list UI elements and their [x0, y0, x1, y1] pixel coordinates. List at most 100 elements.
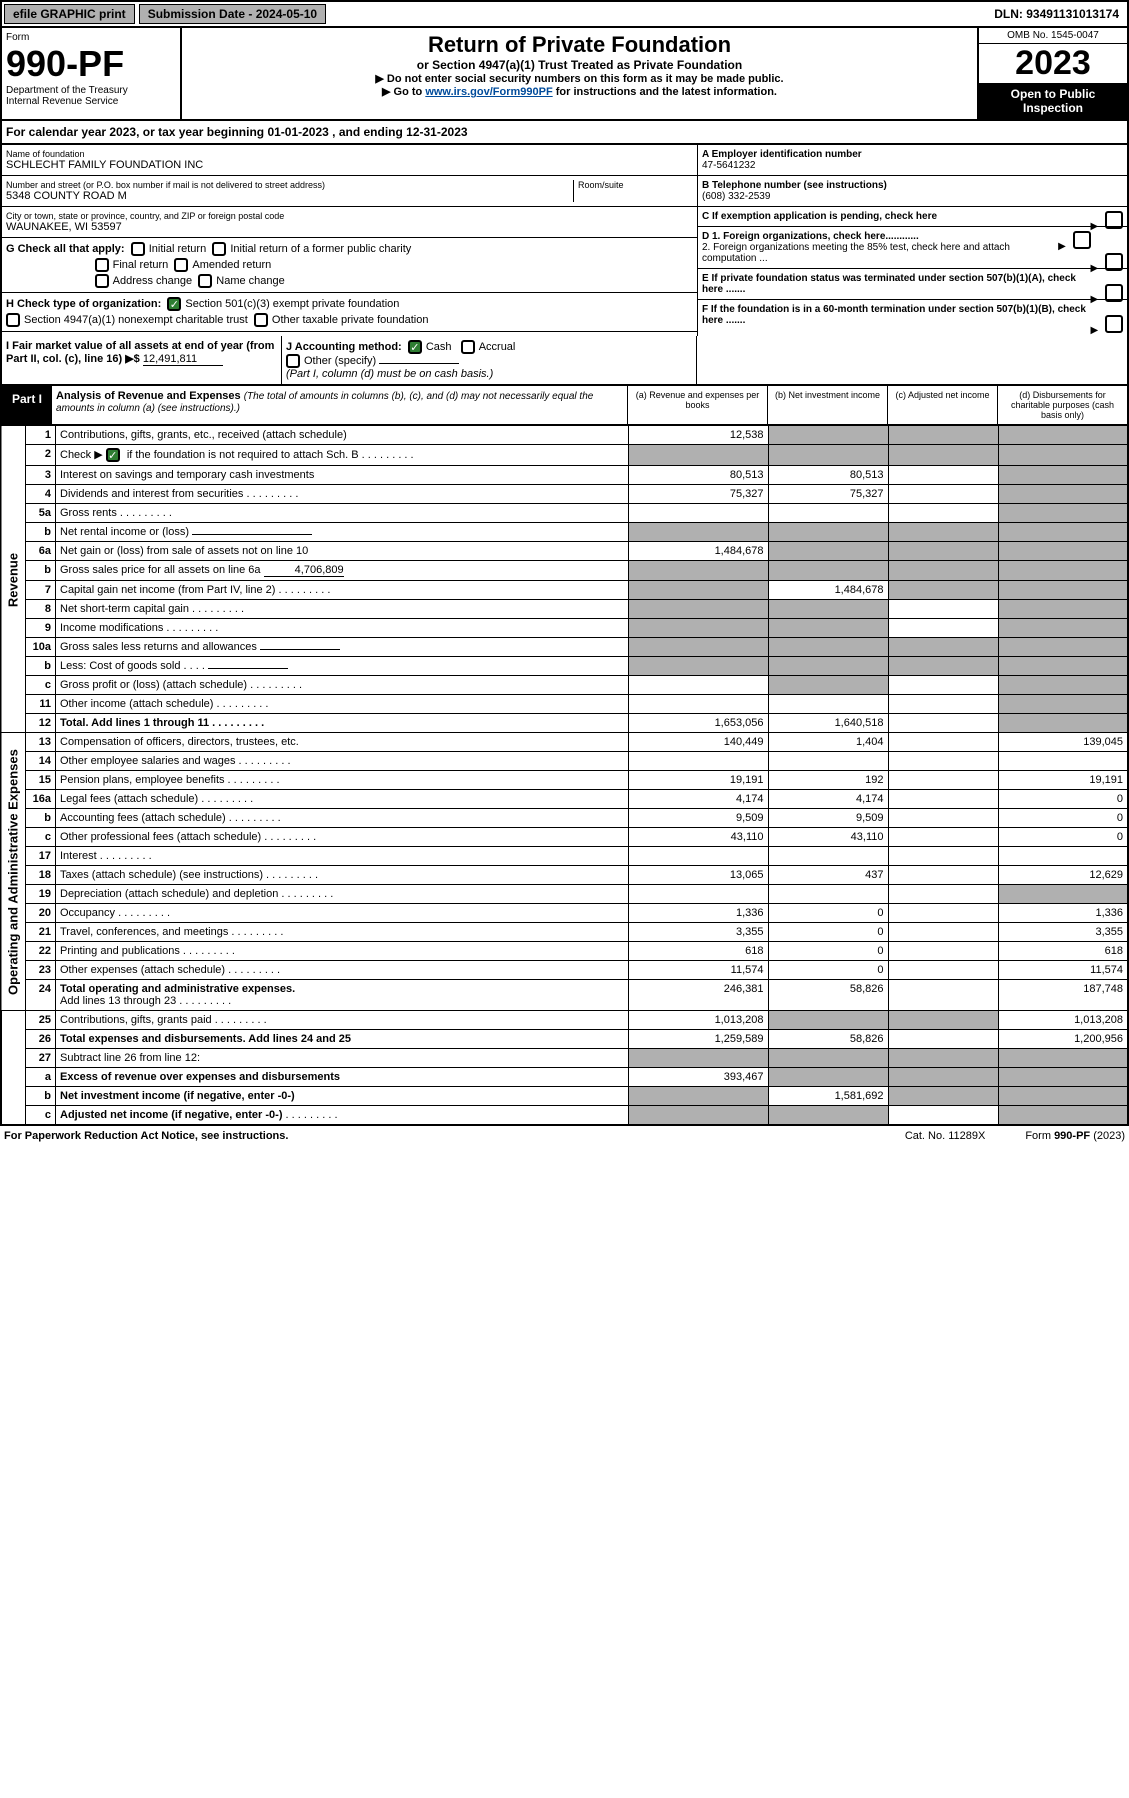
- h-check-row: H Check type of organization: Section 50…: [2, 293, 697, 332]
- efile-label: efile GRAPHIC print: [4, 4, 135, 24]
- table-row: 12Total. Add lines 1 through 11 . . . . …: [1, 714, 1128, 733]
- table-row: 8Net short-term capital gain . . . . . .…: [1, 600, 1128, 619]
- table-row: bAccounting fees (attach schedule) . . .…: [1, 809, 1128, 828]
- d-cell: D 1. Foreign organizations, check here..…: [698, 227, 1127, 269]
- form-title-block: Return of Private Foundation or Section …: [182, 28, 977, 119]
- checkbox-f[interactable]: [1105, 315, 1123, 333]
- checkbox-4947a1[interactable]: [6, 313, 20, 327]
- table-row: 6aNet gain or (loss) from sale of assets…: [1, 542, 1128, 561]
- paperwork-notice: For Paperwork Reduction Act Notice, see …: [4, 1130, 288, 1142]
- table-row: bGross sales price for all assets on lin…: [1, 561, 1128, 581]
- col-d-header: (d) Disbursements for charitable purpose…: [997, 386, 1127, 424]
- e-cell: E If private foundation status was termi…: [698, 269, 1127, 300]
- form-year-block: OMB No. 1545-0047 2023 Open to Public In…: [977, 28, 1127, 119]
- form-ref: Form 990-PF (2023): [1025, 1130, 1125, 1142]
- table-row: 18Taxes (attach schedule) (see instructi…: [1, 866, 1128, 885]
- fmv-value: 12,491,811: [143, 353, 223, 366]
- col-a-header: (a) Revenue and expenses per books: [627, 386, 767, 424]
- table-row: 23Other expenses (attach schedule) . . .…: [1, 961, 1128, 980]
- table-row: 4Dividends and interest from securities …: [1, 485, 1128, 504]
- table-row: 15Pension plans, employee benefits . . .…: [1, 771, 1128, 790]
- inspection-label: Open to Public Inspection: [979, 83, 1127, 119]
- form-note2: ▶ Go to www.irs.gov/Form990PF for instru…: [186, 85, 973, 98]
- table-row: cOther professional fees (attach schedul…: [1, 828, 1128, 847]
- phone-cell: B Telephone number (see instructions) (6…: [698, 176, 1127, 207]
- topbar: efile GRAPHIC print Submission Date - 20…: [0, 0, 1129, 28]
- checkbox-final-return[interactable]: [95, 258, 109, 272]
- col-b-header: (b) Net investment income: [767, 386, 887, 424]
- table-row: 26Total expenses and disbursements. Add …: [1, 1030, 1128, 1049]
- checkbox-other-method[interactable]: [286, 354, 300, 368]
- checkbox-schb[interactable]: [106, 448, 120, 462]
- page-footer: For Paperwork Reduction Act Notice, see …: [0, 1125, 1129, 1146]
- table-row: 14Other employee salaries and wages . . …: [1, 752, 1128, 771]
- tax-year: 2023: [979, 44, 1127, 83]
- g-check-row: G Check all that apply: Initial return I…: [2, 238, 697, 293]
- table-row: 7Capital gain net income (from Part IV, …: [1, 581, 1128, 600]
- checkbox-d1[interactable]: [1073, 231, 1091, 249]
- address-cell: Number and street (or P.O. box number if…: [2, 176, 697, 207]
- city-cell: City or town, state or province, country…: [2, 207, 697, 238]
- dept-treasury: Department of the Treasury: [6, 85, 176, 96]
- table-row: bNet rental income or (loss): [1, 523, 1128, 542]
- table-row: 22Printing and publications . . . . . . …: [1, 942, 1128, 961]
- table-row: 16aLegal fees (attach schedule) . . . . …: [1, 790, 1128, 809]
- name-cell: Name of foundation SCHLECHT FAMILY FOUND…: [2, 145, 697, 176]
- table-row: 3Interest on savings and temporary cash …: [1, 466, 1128, 485]
- table-row: 5aGross rents . . . . . . . . .: [1, 504, 1128, 523]
- form-word: Form: [6, 32, 176, 43]
- checkbox-address-change[interactable]: [95, 274, 109, 288]
- submission-date: Submission Date - 2024-05-10: [139, 4, 326, 24]
- expenses-side-label: Operating and Administrative Expenses: [1, 733, 26, 1011]
- calendar-year-row: For calendar year 2023, or tax year begi…: [0, 121, 1129, 145]
- checkbox-501c3[interactable]: [167, 297, 181, 311]
- part1-label: Part I: [2, 386, 52, 424]
- table-row: 27Subtract line 26 from line 12:: [1, 1049, 1128, 1068]
- checkbox-other-taxable[interactable]: [254, 313, 268, 327]
- table-row: Operating and Administrative Expenses 13…: [1, 733, 1128, 752]
- form-subtitle: or Section 4947(a)(1) Trust Treated as P…: [186, 58, 973, 72]
- revenue-side-label: Revenue: [1, 426, 26, 733]
- table-row: 10aGross sales less returns and allowanc…: [1, 638, 1128, 657]
- form-link[interactable]: www.irs.gov/Form990PF: [425, 86, 552, 98]
- ein-cell: A Employer identification number 47-5641…: [698, 145, 1127, 176]
- table-row: cAdjusted net income (if negative, enter…: [1, 1106, 1128, 1125]
- table-row: 21Travel, conferences, and meetings . . …: [1, 923, 1128, 942]
- analysis-table: Revenue 1Contributions, gifts, grants, e…: [0, 425, 1129, 1125]
- table-row: 11Other income (attach schedule) . . . .…: [1, 695, 1128, 714]
- table-row: 17Interest . . . . . . . . .: [1, 847, 1128, 866]
- checkbox-initial-return[interactable]: [131, 242, 145, 256]
- table-row: 25Contributions, gifts, grants paid . . …: [1, 1011, 1128, 1030]
- form-note1: ▶ Do not enter social security numbers o…: [186, 72, 973, 85]
- omb-number: OMB No. 1545-0047: [979, 28, 1127, 44]
- form-header: Form 990-PF Department of the Treasury I…: [0, 28, 1129, 121]
- column-headers: (a) Revenue and expenses per books (b) N…: [627, 386, 1127, 424]
- c-cell: C If exemption application is pending, c…: [698, 207, 1127, 227]
- table-row: aExcess of revenue over expenses and dis…: [1, 1068, 1128, 1087]
- table-row: 19Depreciation (attach schedule) and dep…: [1, 885, 1128, 904]
- checkbox-initial-former[interactable]: [212, 242, 226, 256]
- table-row: 24Total operating and administrative exp…: [1, 980, 1128, 1011]
- part1-header: Part I Analysis of Revenue and Expenses …: [0, 386, 1129, 425]
- table-row: 20Occupancy . . . . . . . . .1,33601,336: [1, 904, 1128, 923]
- table-row: bNet investment income (if negative, ent…: [1, 1087, 1128, 1106]
- dln-label: DLN: 93491131013174: [986, 5, 1127, 23]
- table-row: Revenue 1Contributions, gifts, grants, e…: [1, 426, 1128, 445]
- identity-grid: Name of foundation SCHLECHT FAMILY FOUND…: [0, 145, 1129, 336]
- checkbox-name-change[interactable]: [198, 274, 212, 288]
- form-number: 990-PF: [6, 43, 176, 85]
- table-row: cGross profit or (loss) (attach schedule…: [1, 676, 1128, 695]
- checkbox-accrual[interactable]: [461, 340, 475, 354]
- table-row: bLess: Cost of goods sold . . . .: [1, 657, 1128, 676]
- col-c-header: (c) Adjusted net income: [887, 386, 997, 424]
- form-id-block: Form 990-PF Department of the Treasury I…: [2, 28, 182, 119]
- table-row: 2Check ▶ if the foundation is not requir…: [1, 445, 1128, 466]
- checkbox-amended-return[interactable]: [174, 258, 188, 272]
- f-cell: F If the foundation is in a 60-month ter…: [698, 300, 1127, 330]
- checkbox-cash[interactable]: [408, 340, 422, 354]
- cat-number: Cat. No. 11289X: [905, 1130, 986, 1142]
- table-row: 9Income modifications . . . . . . . . .: [1, 619, 1128, 638]
- i-j-row: I Fair market value of all assets at end…: [0, 336, 1129, 386]
- irs-label: Internal Revenue Service: [6, 96, 176, 107]
- form-title: Return of Private Foundation: [186, 32, 973, 58]
